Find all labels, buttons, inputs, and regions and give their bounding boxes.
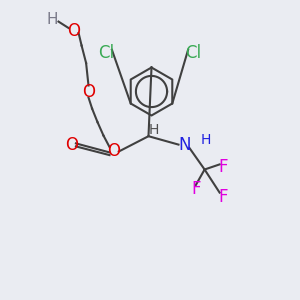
Text: H: H	[149, 123, 159, 136]
Text: F: F	[219, 188, 228, 206]
Text: F: F	[219, 158, 228, 175]
Text: Cl: Cl	[185, 44, 202, 62]
Text: O: O	[82, 82, 95, 100]
Text: O: O	[67, 22, 80, 40]
Text: O: O	[107, 142, 121, 160]
Text: H: H	[201, 133, 211, 146]
Text: O: O	[65, 136, 79, 154]
Text: F: F	[192, 180, 201, 198]
Text: Cl: Cl	[98, 44, 115, 62]
Text: H: H	[47, 12, 58, 27]
Text: N: N	[178, 136, 191, 154]
